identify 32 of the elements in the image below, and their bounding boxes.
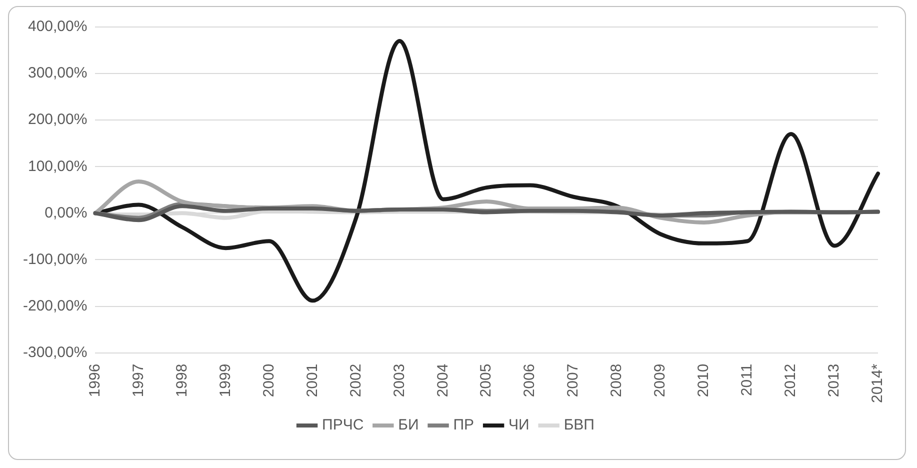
legend-label: ПР [453,416,474,434]
y-tick-label: 300,00% [28,64,88,82]
y-tick-label: -200,00% [22,297,88,314]
x-tick-label: 2003 [390,364,408,398]
legend-label: ЧИ [508,416,530,434]
x-tick-label: 1996 [86,364,104,398]
legend-label: БВП [564,416,594,434]
x-tick-label: 2000 [260,364,278,398]
legend-label: БИ [398,416,419,434]
x-tick-label: 2011 [738,364,756,396]
x-tick-label: 1998 [173,364,190,398]
x-tick-label: 2009 [652,364,669,398]
x-tick-label: 2014* [869,364,886,404]
y-tick-label: 100,00% [28,158,88,175]
y-tick-label: 0,00% [44,204,88,222]
x-tick-label: 2002 [347,364,364,398]
legend-label: ПРЧС [322,416,364,434]
x-tick-label: 2001 [304,364,321,398]
x-tick-label: 2006 [521,364,538,398]
y-tick-label: 200,00% [28,111,88,128]
x-tick-label: 2012 [782,364,800,398]
y-tick-label: 400,00% [28,18,88,36]
x-tick-label: 1999 [216,364,234,398]
x-tick-label: 2013 [826,364,843,398]
y-tick-label: -100,00% [22,250,88,268]
x-tick-label: 2004 [434,364,452,398]
y-tick-label: -300,00% [22,344,88,361]
x-tick-label: 2005 [478,364,495,398]
x-tick-label: 1997 [130,364,147,398]
x-tick-label: 2010 [695,364,712,398]
x-tick-label: 2008 [608,364,626,398]
x-tick-label: 2007 [564,364,582,398]
